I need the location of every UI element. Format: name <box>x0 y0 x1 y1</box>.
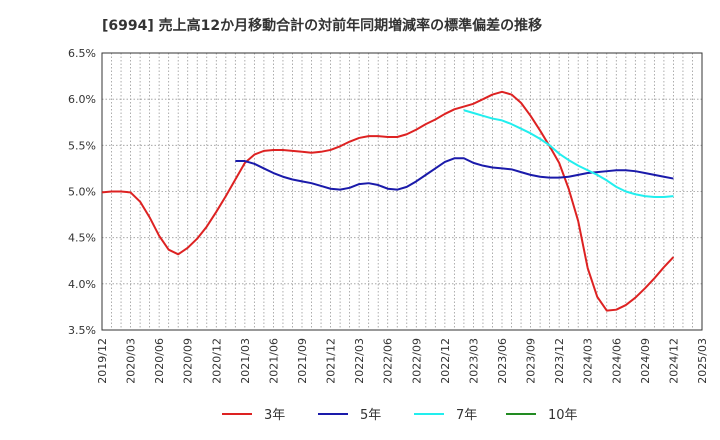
y-tick-label: 4.0% <box>68 278 96 291</box>
x-tick-label: 2021/03 <box>239 338 252 384</box>
x-tick-label: 2020/06 <box>153 338 166 384</box>
x-tick-label: 2020/12 <box>210 338 223 384</box>
x-tick-label: 2024/09 <box>639 338 652 384</box>
legend-label: 3年 <box>264 408 285 423</box>
x-tick-label: 2019/12 <box>96 338 109 384</box>
x-tick-label: 2023/03 <box>467 338 480 384</box>
x-tick-label: 2023/06 <box>496 338 509 384</box>
x-tick-label: 2021/09 <box>296 338 309 384</box>
x-tick-label: 2022/12 <box>439 338 452 384</box>
legend-label: 7年 <box>456 408 477 423</box>
y-tick-label: 4.5% <box>68 232 96 245</box>
y-tick-label: 6.0% <box>68 93 96 106</box>
x-tick-label: 2025/03 <box>696 338 709 384</box>
y-tick-label: 6.5% <box>68 47 96 60</box>
x-tick-label: 2022/03 <box>353 338 366 384</box>
plot-area: 6.5% 6.0% 5.5% 5.0% 4.5% 4.0% 3.5%2019/12 2020/… <box>68 47 709 384</box>
y-tick-label: 5.5% <box>68 139 96 152</box>
x-tick-label: 2024/06 <box>610 338 623 384</box>
x-tick-label: 2021/12 <box>325 338 338 384</box>
x-tick-label: 2020/03 <box>125 338 138 384</box>
x-tick-label: 2020/09 <box>182 338 195 384</box>
plot-background <box>102 53 702 330</box>
x-tick-label: 2024/03 <box>582 338 595 384</box>
legend: 3年 5年 7年 10年 <box>222 408 578 423</box>
x-tick-label: 2022/09 <box>410 338 423 384</box>
x-tick-label: 2021/06 <box>267 338 280 384</box>
series-line-1 <box>101 90 675 312</box>
x-tick-label: 2023/12 <box>553 338 566 384</box>
legend-label: 5年 <box>360 408 381 423</box>
x-tick-label: 2024/12 <box>667 338 680 384</box>
x-tick-label: 2022/06 <box>382 338 395 384</box>
y-tick-label: 3.5% <box>68 324 96 337</box>
series-line-3 <box>463 109 674 199</box>
x-tick-label: 2023/09 <box>525 338 538 384</box>
legend-label: 10年 <box>548 408 578 423</box>
series-line-2 <box>235 157 674 191</box>
chart-title: [6994] 売上高12か月移動合計の対前年同期増減率の標準偏差の推移 <box>102 17 542 34</box>
y-tick-label: 5.0% <box>68 186 96 199</box>
